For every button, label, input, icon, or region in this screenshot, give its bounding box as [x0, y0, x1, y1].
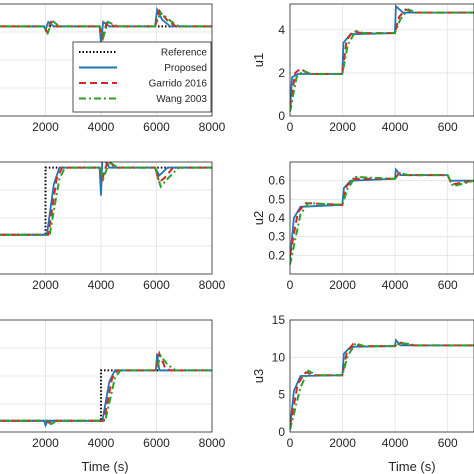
legend-label: Proposed	[164, 63, 207, 74]
series-line-proposed	[290, 338, 474, 429]
x-tick-label: 4000	[88, 120, 115, 134]
x-tick-label: 600	[438, 278, 458, 292]
x-tick-label: 8000	[199, 436, 226, 450]
y-axis-label: u1	[251, 53, 266, 67]
series-line-garrido-2016	[0, 350, 212, 425]
series-line-garrido-2016	[0, 8, 212, 42]
y-tick-label: 15	[272, 313, 286, 327]
x-tick-label: 6000	[143, 436, 170, 450]
legend: Reference Proposed Garrido 2016 Wang 2003	[72, 41, 212, 113]
series-group	[290, 338, 474, 431]
series-group	[0, 162, 212, 236]
panel-right-2: 0 2000 4000 600 0.2 0.3 0.4 0.5 0.6 u2	[251, 161, 474, 292]
y-tick-label: 0	[278, 425, 285, 439]
x-tick-label: 2000	[329, 120, 356, 134]
y-tick-label: 2	[278, 66, 285, 80]
plot-area	[290, 4, 474, 116]
x-axis-label-left: Time (s)	[81, 459, 128, 474]
series-line-wang-2003	[0, 162, 212, 236]
x-axis-label-right: Time (s)	[388, 459, 435, 474]
y-tick-label: 0.6	[268, 174, 285, 188]
x-tick-label: 2000	[329, 278, 356, 292]
y-tick-label: 5	[278, 388, 285, 402]
x-tick-label: 2000	[32, 278, 59, 292]
y-tick-label: 4	[278, 23, 285, 37]
x-tick-label: 8000	[199, 278, 226, 292]
y-tick-label: 0.2	[268, 248, 285, 262]
series-line-wang-2003	[0, 353, 212, 426]
x-tick-label: 0	[287, 436, 294, 450]
x-tick-label: 4000	[88, 278, 115, 292]
series-line-proposed	[290, 4, 474, 110]
axes-box	[0, 161, 213, 275]
x-tick-label: 2000	[329, 436, 356, 450]
y-tick-label: 10	[272, 350, 286, 364]
x-tick-label: 4000	[382, 436, 409, 450]
axes-box	[289, 161, 474, 275]
legend-label: Wang 2003	[156, 94, 207, 105]
x-tick-label: 6000	[143, 120, 170, 134]
series-group	[0, 6, 212, 44]
series-group	[290, 167, 474, 265]
series-line-wang-2003	[290, 341, 474, 431]
series-group	[0, 350, 212, 428]
axes-box	[289, 3, 474, 117]
series-line-proposed	[0, 162, 212, 236]
x-tick-label: 4000	[382, 278, 409, 292]
series-line-wang-2003	[290, 172, 474, 265]
x-tick-label: 8000	[199, 120, 226, 134]
series-line-garrido-2016	[290, 8, 474, 108]
y-axis-label: u3	[251, 369, 266, 383]
panel-left-3: 2000 4000 6000 8000	[0, 319, 226, 450]
y-tick-label: 0.4	[268, 211, 285, 225]
panel-left-2: 2000 4000 6000 8000	[0, 161, 226, 292]
axes-box	[289, 319, 474, 433]
x-tick-label: 2000	[32, 436, 59, 450]
y-tick-label: 0.5	[268, 192, 285, 206]
x-tick-label: 0	[287, 120, 294, 134]
x-tick-label: 2000	[32, 120, 59, 134]
series-group	[290, 4, 474, 112]
x-tick-label: 600	[438, 120, 458, 134]
series-line-proposed	[0, 353, 212, 428]
axes-box	[0, 3, 213, 117]
x-tick-label: 4000	[88, 436, 115, 450]
legend-label: Garrido 2016	[149, 79, 208, 90]
x-tick-label: 0	[287, 278, 294, 292]
y-tick-label: 0	[278, 109, 285, 123]
legend-label: Reference	[161, 48, 208, 59]
x-tick-label: 4000	[382, 120, 409, 134]
series-line-wang-2003	[290, 8, 474, 112]
series-line-garrido-2016	[0, 162, 212, 236]
x-tick-label: 6000	[143, 278, 170, 292]
x-tick-label: 600	[438, 436, 458, 450]
series-line-wang-2003	[0, 11, 212, 41]
y-tick-label: 0.3	[268, 230, 285, 244]
legend-box	[72, 41, 212, 113]
y-axis-label: u2	[251, 211, 266, 225]
axes-box	[0, 319, 213, 433]
